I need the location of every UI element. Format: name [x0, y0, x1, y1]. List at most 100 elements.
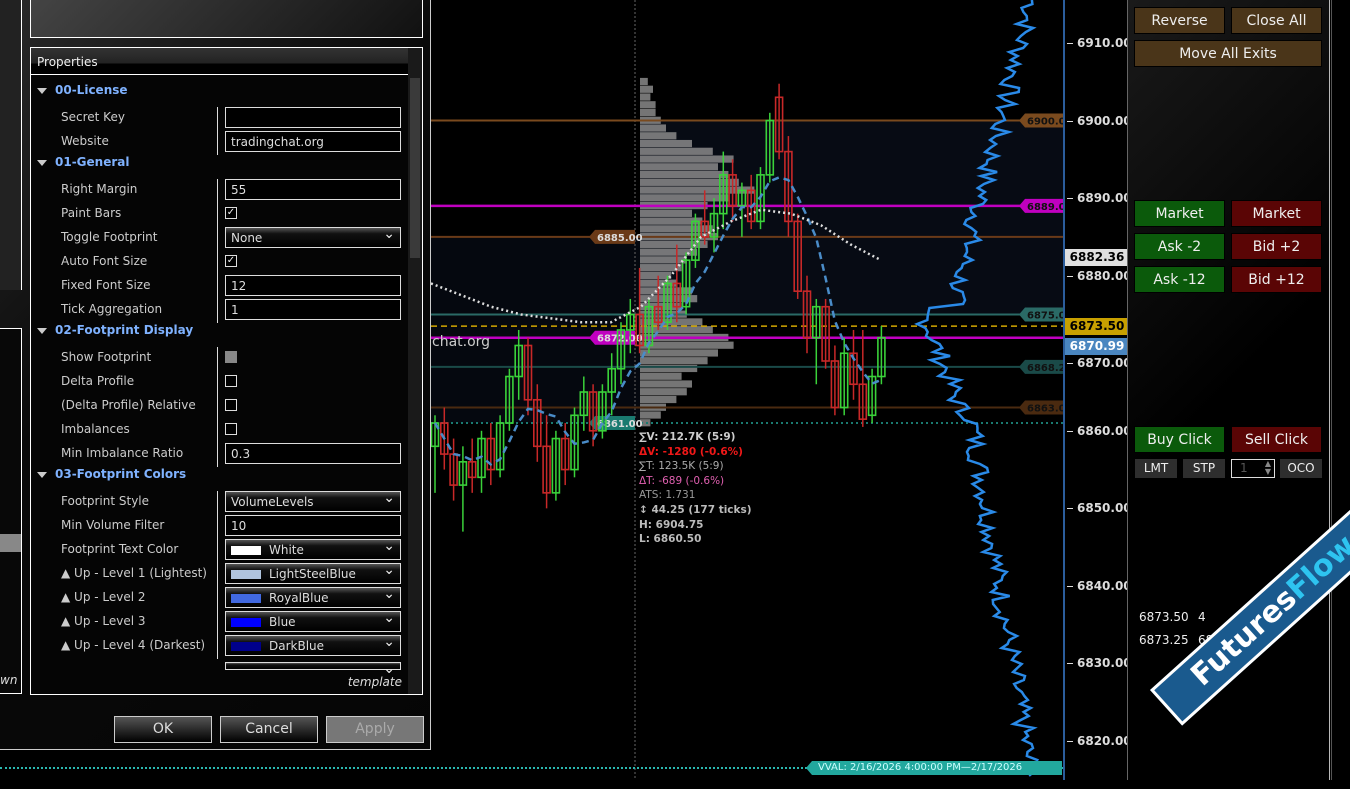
volume-profile-bar	[640, 240, 708, 248]
property-input[interactable]: tradingchat.org	[225, 131, 401, 152]
price-chart[interactable]: 6900.00 6889.00 6885.00 6875.00 6872.00 6868.…	[431, 0, 1063, 780]
property-input[interactable]: 55	[225, 179, 401, 200]
price-level-tag	[1019, 198, 1063, 213]
color-name: Blue	[269, 615, 296, 629]
dom-size: 4	[1198, 610, 1206, 624]
candle-body	[746, 189, 756, 223]
property-group-header[interactable]: 03-Footprint Colors	[37, 467, 417, 489]
property-checkbox[interactable]	[225, 375, 237, 387]
collapse-triangle-icon[interactable]	[37, 159, 47, 166]
property-row: Delta Profile	[31, 371, 411, 393]
axis-tick-label: 6840.00	[1067, 578, 1132, 593]
volume-profile-bar	[640, 411, 661, 419]
axis-tick-label: 6870.00	[1067, 355, 1132, 370]
move-all-exits-button[interactable]: Move All Exits	[1134, 40, 1322, 67]
property-checkbox[interactable]: ✓	[225, 255, 237, 267]
stat-low: L: 6860.50	[639, 533, 702, 546]
color-dropdown[interactable]: DarkBlue	[225, 634, 401, 656]
color-dropdown[interactable]: LightSteelBlue	[225, 562, 401, 584]
column-divider[interactable]	[217, 107, 218, 155]
oco-button[interactable]: OCO	[1280, 459, 1322, 478]
price-level-label: 6868.25	[1027, 363, 1063, 374]
volume-profile-bar	[640, 124, 666, 132]
property-label: Min Imbalance Ratio	[61, 446, 184, 460]
collapse-triangle-icon[interactable]	[37, 327, 47, 334]
candle-body	[774, 96, 784, 153]
property-group-header[interactable]: 02-Footprint Display	[37, 323, 417, 345]
candle-body	[440, 422, 449, 455]
property-dropdown[interactable]: VolumeLevels	[225, 490, 401, 512]
price-marker-tag: 6882.36	[1065, 249, 1129, 267]
template-link[interactable]: template	[347, 675, 402, 689]
candle-body	[867, 375, 877, 417]
stop-order-button[interactable]: STP	[1183, 459, 1225, 478]
collapse-triangle-icon[interactable]	[37, 87, 47, 94]
buy-click-button[interactable]: Buy Click	[1134, 426, 1225, 453]
chart-watermark-text: chat.org	[432, 334, 491, 350]
candle-body	[505, 375, 514, 424]
color-dropdown[interactable]: Blue	[225, 610, 401, 632]
volume-profile-bar	[640, 380, 692, 388]
stat-delta-trades: ΔT: -689 (-0.6%)	[639, 474, 725, 487]
property-input[interactable]	[225, 107, 401, 128]
color-dropdown[interactable]: RoyalBlue	[225, 586, 401, 608]
candle-body	[533, 398, 542, 448]
sell-bid-2-button[interactable]: Bid +2	[1231, 233, 1322, 260]
candle-body	[458, 461, 468, 486]
property-checkbox[interactable]	[225, 399, 237, 411]
sell-market-button[interactable]: Market	[1231, 200, 1322, 227]
property-row: Secret Key	[31, 107, 411, 129]
price-axis[interactable]: 6910.00 6900.00 6890.00 6880.00 6870.00 6860.…	[1063, 0, 1132, 780]
property-input[interactable]: 0.3	[225, 443, 401, 464]
reverse-button[interactable]: Reverse	[1134, 7, 1225, 34]
candle-body	[681, 259, 691, 308]
buy-ask-2-button[interactable]: Ask -2	[1134, 233, 1225, 260]
volume-profile-bar	[640, 256, 687, 264]
property-dropdown[interactable]	[225, 661, 401, 677]
property-group-header[interactable]: 01-General	[37, 155, 417, 177]
collapse-triangle-icon[interactable]	[37, 471, 47, 478]
cancel-button[interactable]: Cancel	[220, 716, 318, 743]
property-label: Right Margin	[61, 182, 138, 196]
property-dropdown[interactable]: None	[225, 226, 401, 248]
property-checkbox[interactable]	[225, 351, 237, 363]
candle-body	[653, 305, 663, 324]
limit-order-button[interactable]: LMT	[1135, 459, 1177, 478]
column-divider[interactable]	[217, 179, 218, 323]
column-divider[interactable]	[217, 347, 218, 467]
property-row: Footprint Style VolumeLevels	[31, 490, 411, 513]
volume-profile-bar	[640, 264, 682, 272]
scrollbar-thumb[interactable]	[410, 78, 420, 258]
stat-ats: ATS: 1.731	[639, 489, 696, 502]
property-input[interactable]: 1	[225, 299, 401, 320]
color-dropdown[interactable]: White	[225, 538, 401, 560]
close-all-button[interactable]: Close All	[1231, 7, 1322, 34]
sell-bid-12-button[interactable]: Bid +12	[1231, 266, 1322, 293]
sell-click-button[interactable]: Sell Click	[1231, 426, 1322, 453]
dom-price: 6873.25	[1139, 633, 1189, 647]
candle-body	[858, 383, 868, 420]
candle-body	[635, 313, 644, 347]
buy-market-button[interactable]: Market	[1134, 200, 1225, 227]
property-label: Min Volume Filter	[61, 518, 165, 532]
property-input[interactable]: 10	[225, 515, 401, 536]
property-label: Footprint Text Color	[61, 542, 179, 556]
ok-button[interactable]: OK	[114, 716, 212, 743]
property-checkbox[interactable]: ✓	[225, 207, 237, 219]
column-divider[interactable]	[217, 491, 218, 659]
candle-body	[523, 344, 533, 401]
apply-button[interactable]: Apply	[326, 716, 424, 743]
candle-body	[672, 282, 682, 308]
property-row: Paint Bars ✓	[31, 203, 411, 225]
property-group-header[interactable]: 00-License	[37, 83, 417, 105]
color-name: LightSteelBlue	[269, 567, 356, 581]
buy-ask-12-button[interactable]: Ask -12	[1134, 266, 1225, 293]
property-input[interactable]: 12	[225, 275, 401, 296]
properties-scrollbar[interactable]	[408, 48, 422, 694]
property-checkbox[interactable]	[225, 423, 237, 435]
quantity-stepper[interactable]: 1 ▲ ▼	[1231, 459, 1275, 478]
candle-body	[821, 305, 830, 362]
value-area-shade	[431, 236, 640, 424]
selected-list-item[interactable]	[0, 534, 21, 552]
stepper-arrows-icon[interactable]: ▲ ▼	[1264, 459, 1271, 476]
